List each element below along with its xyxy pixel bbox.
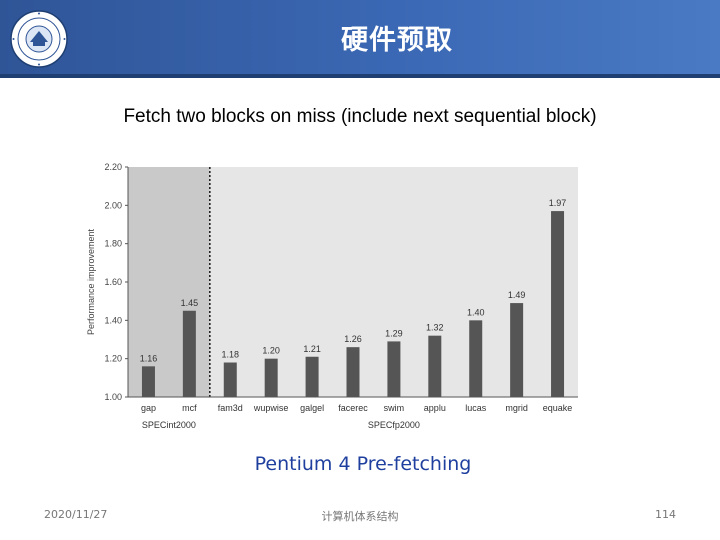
x-tick-label: fam3d [218,403,243,413]
footer-page-number: 114 [655,508,676,521]
x-tick-label: galgel [300,403,324,413]
x-tick-label: facerec [338,403,368,413]
specint-background [128,167,210,397]
bar-wupwise [264,358,278,397]
data-label: 1.18 [222,350,240,360]
data-label: 1.20 [262,346,280,356]
x-tick-label: wupwise [253,403,289,413]
chart-caption: Pentium 4 Pre-fetching [254,453,472,475]
x-tick-label: lucas [465,403,487,413]
footer-course-name: 计算机体系结构 [321,510,399,523]
bar-gap [141,366,155,397]
footer-date: 2020/11/27 [44,508,108,521]
group-label: SPECfp2000 [368,420,420,430]
x-tick-label: swim [384,403,405,413]
bar-applu [428,335,442,397]
data-label: 1.29 [385,328,403,338]
university-logo [10,10,68,68]
slide-title: 硬件预取 [341,25,453,56]
y-tick-label: 1.00 [104,392,122,402]
y-axis-title: Performance improvement [86,228,96,335]
header-strip [0,74,720,78]
x-tick-label: mgrid [505,403,528,413]
y-tick-label: 1.20 [104,354,122,364]
bar-facerec [346,347,360,397]
data-label: 1.21 [303,344,321,354]
data-label: 1.97 [549,198,567,208]
data-label: 1.32 [426,323,444,333]
y-tick-label: 1.40 [104,315,122,325]
data-label: 1.45 [181,298,199,308]
y-tick-label: 1.60 [104,277,122,287]
bar-mcf [182,310,196,397]
performance-bar-chart: 1.00 1.20 1.40 1.60 1.80 2.00 2.20 Performance … [86,162,578,430]
slide-subtitle: Fetch two blocks on miss (include next s… [123,106,597,127]
data-label: 1.40 [467,307,485,317]
x-tick-label: applu [424,403,446,413]
bar-mgrid [510,303,524,397]
group-label: SPECint2000 [142,420,196,430]
x-tick-label: gap [141,403,156,413]
x-tick-label: equake [543,403,573,413]
x-tick-label: mcf [182,403,197,413]
bar-fam3d [223,362,237,397]
data-label: 1.49 [508,290,526,300]
bar-galgel [305,356,319,397]
bar-equake [551,211,565,397]
y-tick-label: 1.80 [104,239,122,249]
data-label: 1.26 [344,334,362,344]
slide-header [0,0,720,78]
bar-lucas [469,320,483,397]
data-label: 1.16 [140,353,158,363]
bar-swim [387,341,401,397]
y-tick-label: 2.20 [104,162,122,172]
y-tick-label: 2.00 [104,200,122,210]
